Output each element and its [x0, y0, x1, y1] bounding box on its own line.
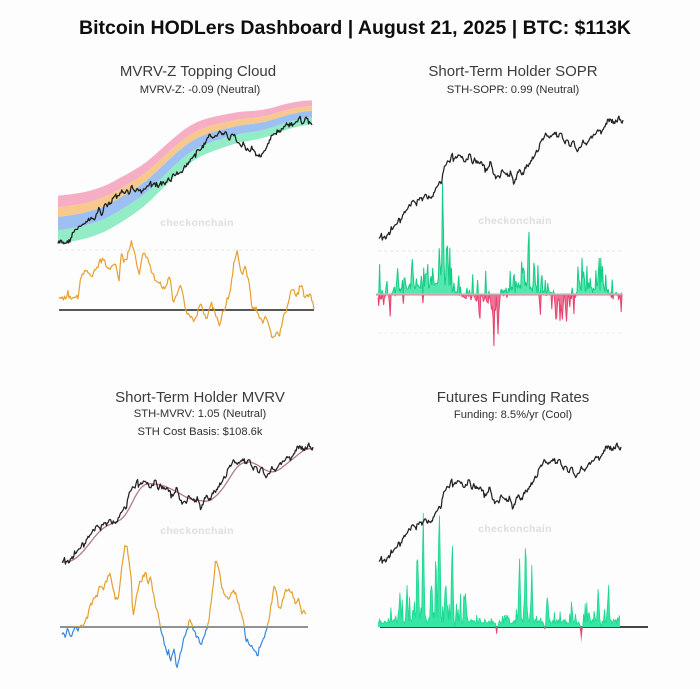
svg-text:checkonchain: checkonchain: [160, 525, 234, 537]
svg-text:checkonchain: checkonchain: [478, 215, 552, 227]
svg-text:checkonchain: checkonchain: [160, 217, 234, 229]
svg-text:checkonchain: checkonchain: [478, 523, 552, 535]
